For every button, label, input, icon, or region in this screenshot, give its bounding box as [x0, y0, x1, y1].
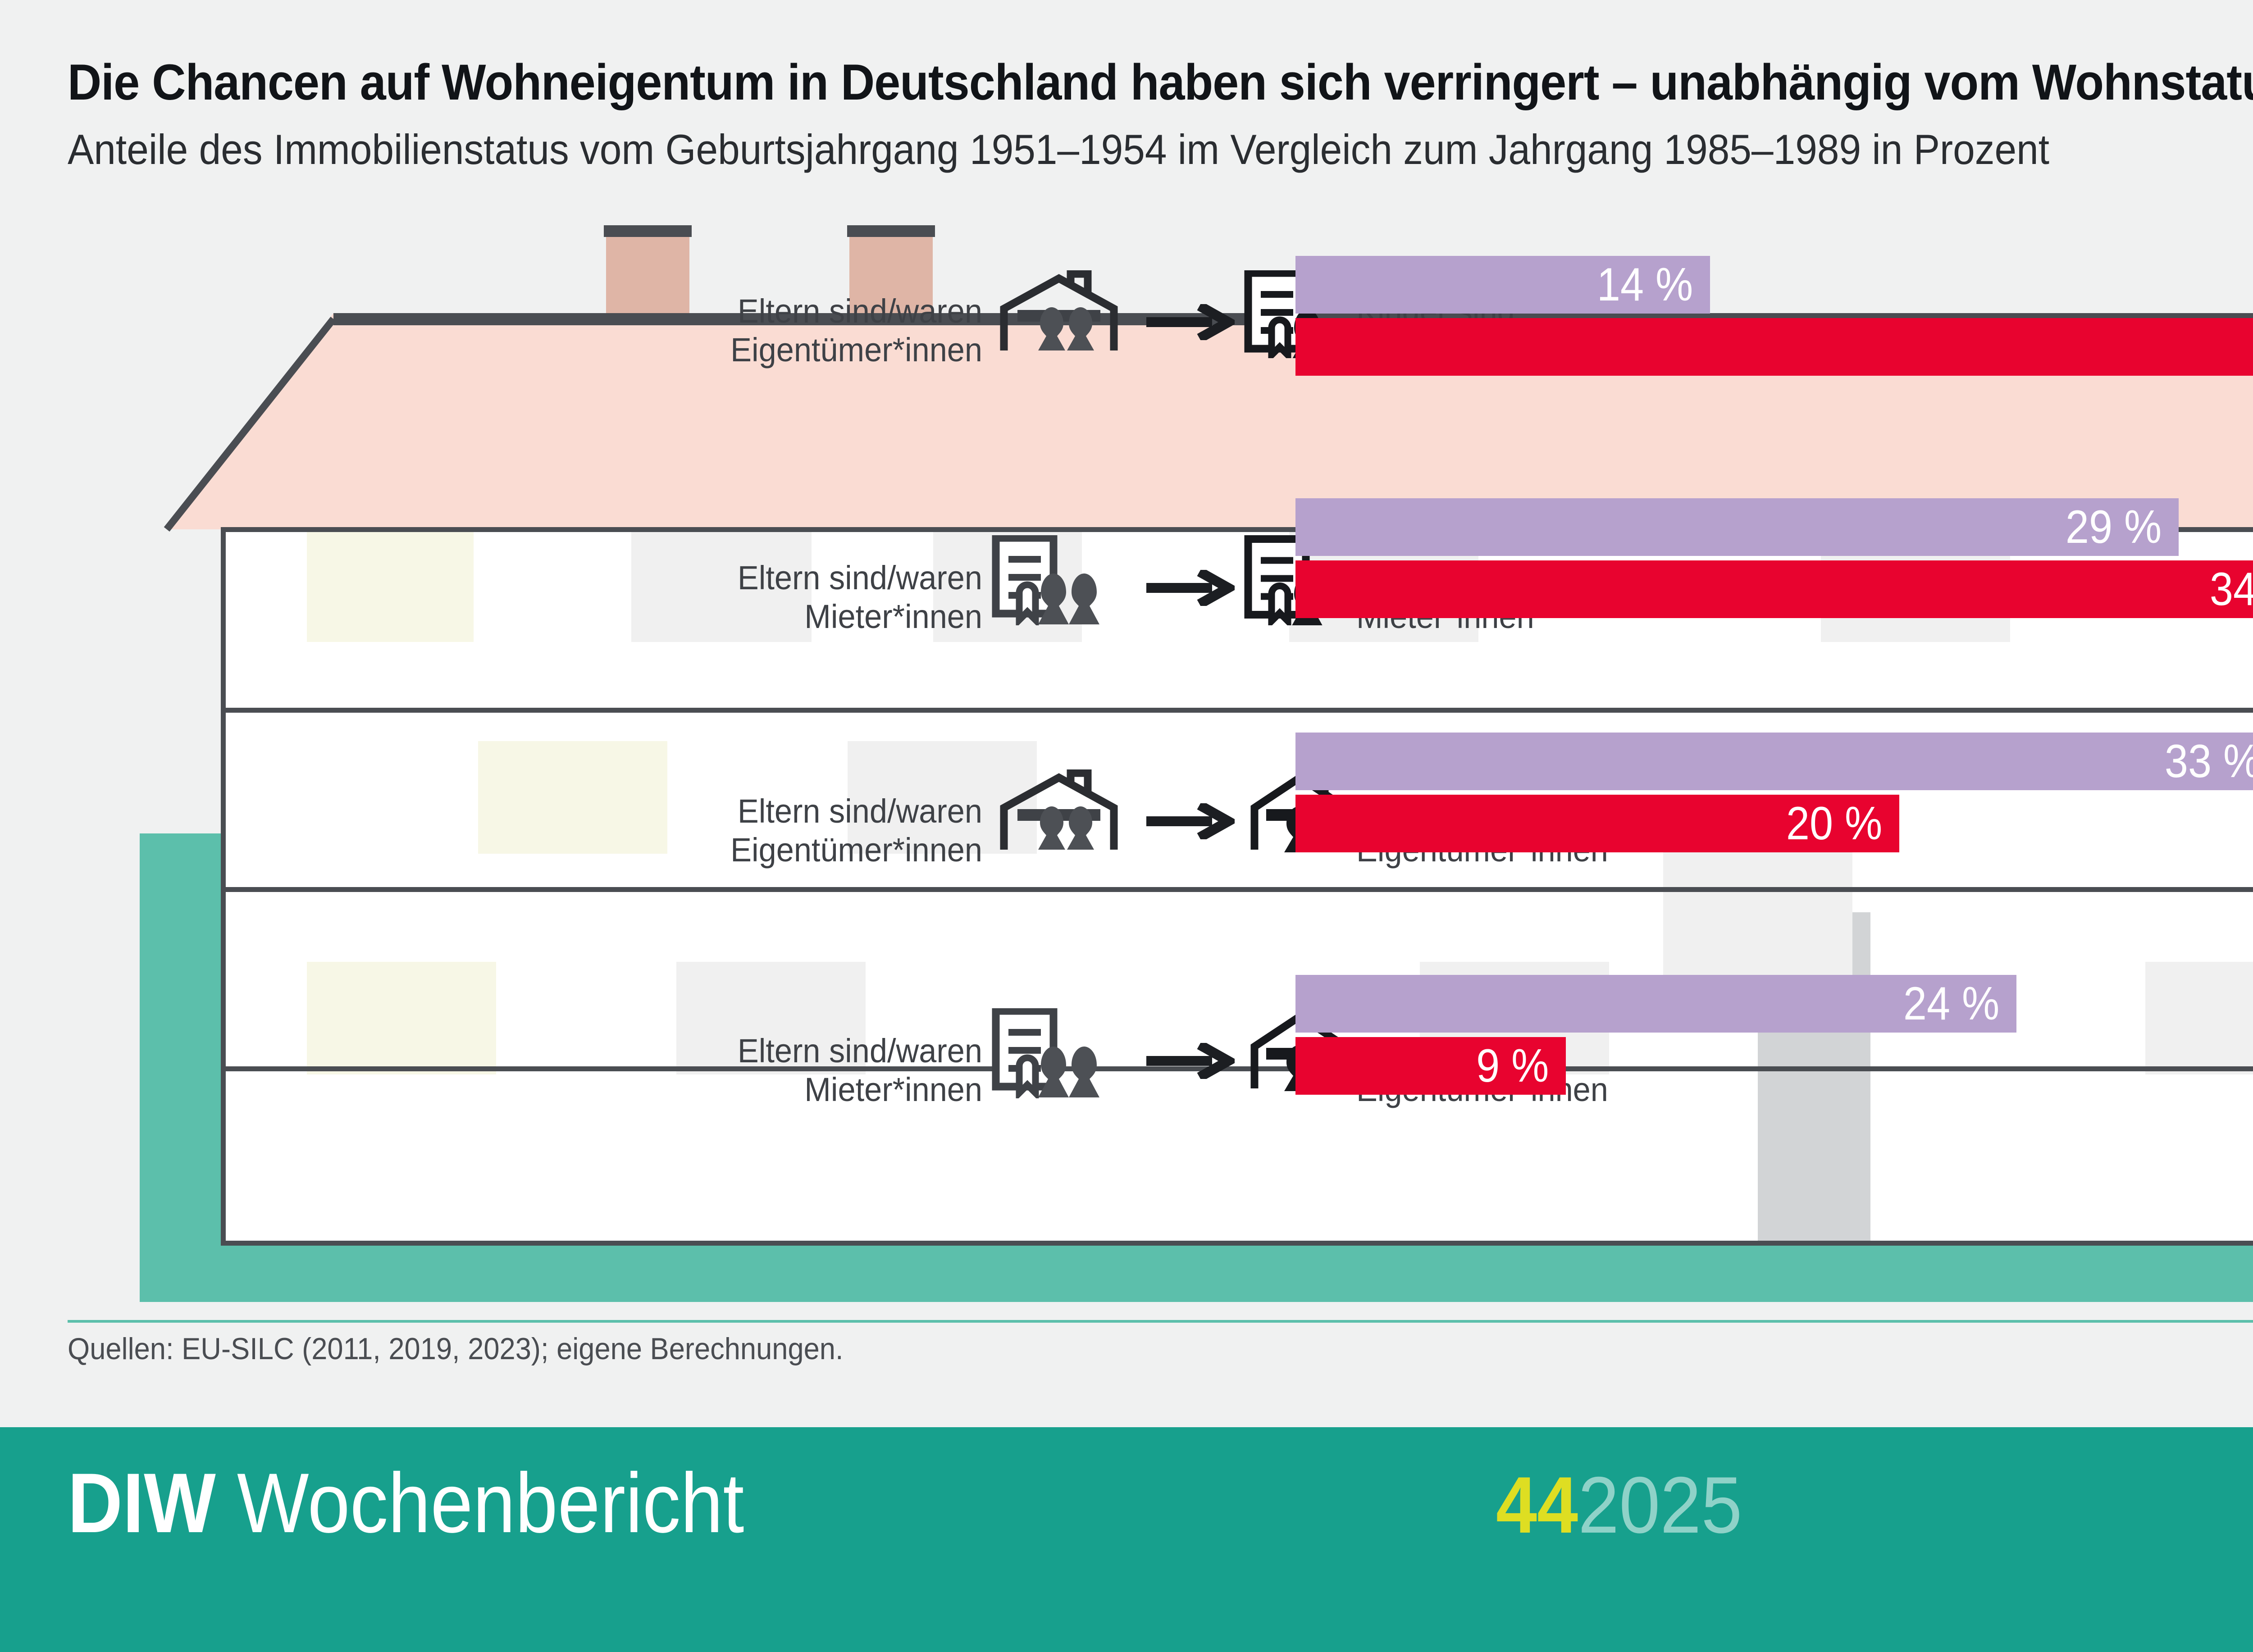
window-decor — [307, 529, 474, 642]
page-title: Die Chancen auf Wohneigentum in Deutschl… — [68, 54, 2253, 110]
row-2-parent-line1: Eltern sind/waren — [737, 559, 982, 596]
row-2-bar-1985-89: 34 % — [1295, 560, 2253, 618]
row-1-bar-1951-54: 14 % — [1295, 256, 1710, 314]
row-3-bar-1985-89: 20 % — [1295, 795, 1899, 852]
row-1-parent-line1: Eltern sind/waren — [737, 292, 982, 330]
house-illustration: Eltern sind/waren Eigentümer*innen Kind — [0, 212, 2253, 1306]
window-decor — [676, 962, 866, 1074]
source-note: Quellen: EU-SILC (2011, 2019, 2023); eig… — [68, 1332, 844, 1366]
row-divider — [226, 1241, 2253, 1246]
row-3-bar-1951-54: 33 % — [1295, 733, 2253, 790]
arrow-right-icon — [1146, 1043, 1235, 1079]
issue-year: 2025 — [1578, 1460, 1742, 1550]
contract-with-two-people-icon — [992, 535, 1099, 625]
row-1-bar-1985-89: 37 % — [1295, 318, 2253, 376]
row-1-parent-line2: Eigentümer*innen — [730, 331, 982, 369]
row-3-parent-label: Eltern sind/waren Eigentümer*innen — [212, 792, 982, 869]
house-body — [221, 529, 2253, 1246]
row-divider — [226, 1066, 2253, 1071]
row-1-parent-label: Eltern sind/waren Eigentümer*innen — [212, 292, 982, 369]
brand-wordmark: DIW Wochenbericht — [68, 1454, 744, 1552]
row-3-parent-line1: Eltern sind/waren — [737, 792, 982, 830]
row-2-parent-label: Eltern sind/waren Mieter*innen — [212, 559, 982, 636]
row-2-parent-line2: Mieter*innen — [804, 598, 982, 635]
arrow-right-icon — [1146, 803, 1235, 839]
row-2-value-1951-54: 29 % — [2065, 501, 2162, 553]
row-4-bar-1985-89: 9 % — [1295, 1037, 1566, 1095]
house-with-two-people-icon — [1000, 270, 1118, 350]
window-decor — [307, 962, 496, 1074]
row-4-parent-label: Eltern sind/waren Mieter*innen — [212, 1032, 982, 1109]
row-3-value-1985-89: 20 % — [1786, 797, 1883, 850]
page-subtitle: Anteile des Immobilienstatus vom Geburts… — [68, 126, 2049, 173]
row-3-value-1951-54: 33 % — [2164, 735, 2253, 787]
row-4-parent-line2: Mieter*innen — [804, 1071, 982, 1108]
row-divider — [226, 708, 2253, 713]
brand-wochenbericht: Wochenbericht — [215, 1456, 744, 1550]
window-decor — [631, 529, 812, 642]
issue-number: 44 — [1496, 1460, 1578, 1550]
footer-rule — [68, 1320, 2253, 1323]
window-decor — [478, 741, 667, 854]
row-2-value-1985-89: 34 % — [2209, 563, 2253, 615]
roof-base-edge — [221, 527, 2253, 532]
row-divider — [226, 887, 2253, 892]
row-3-parent-line2: Eigentümer*innen — [730, 831, 982, 869]
arrow-right-icon — [1146, 304, 1235, 340]
arrow-right-icon — [1146, 570, 1235, 606]
row-2-bar-1951-54: 29 % — [1295, 498, 2179, 556]
contract-with-two-people-icon — [992, 1008, 1099, 1098]
row-4-bar-1951-54: 24 % — [1295, 975, 2016, 1033]
row-1-value-1951-54: 14 % — [1596, 258, 1693, 311]
window-decor — [2145, 962, 2253, 1074]
row-4-parent-line1: Eltern sind/waren — [737, 1032, 982, 1069]
row-4-value-1951-54: 24 % — [1903, 977, 2000, 1030]
row-4-value-1985-89: 9 % — [1476, 1039, 1549, 1092]
house-with-two-people-icon — [1000, 769, 1118, 850]
issue-label: 442025 — [1496, 1459, 1742, 1551]
bottom-banner — [0, 1427, 2253, 1652]
brand-diw: DIW — [68, 1456, 216, 1550]
